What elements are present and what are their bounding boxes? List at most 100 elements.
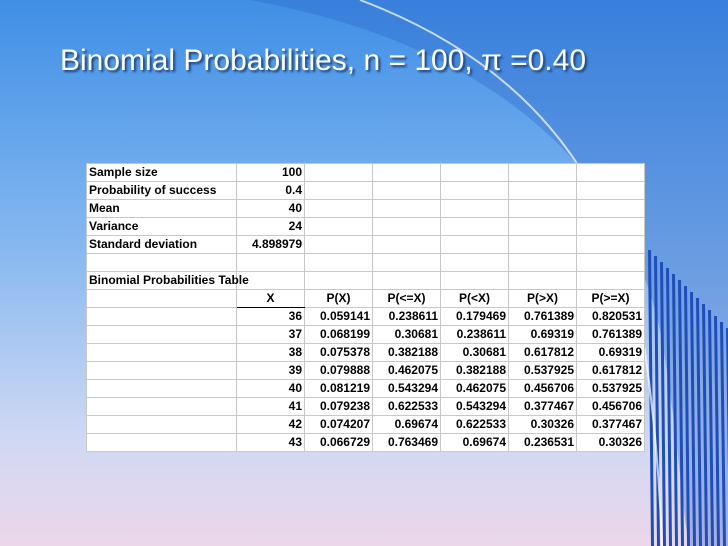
column-header: P(X) [304, 289, 373, 308]
table-row: 36 0.059141 0.238611 0.179469 0.761389 0.8205… [86, 307, 645, 326]
empty-cell [508, 181, 577, 200]
table-cell: 0.622533 [372, 397, 441, 416]
background-stripe [696, 298, 702, 546]
background-stripe [690, 292, 696, 546]
empty-cell [576, 199, 645, 218]
summary-label: Probability of success [86, 181, 237, 200]
summary-value: 4.898979 [236, 235, 305, 254]
empty-cell [304, 217, 373, 236]
empty-cell [372, 181, 441, 200]
table-cell: 37 [236, 325, 305, 344]
empty-cell [86, 397, 237, 416]
table-cell: 0.617812 [508, 343, 577, 362]
summary-value: 24 [236, 217, 305, 236]
empty-cell [508, 163, 577, 182]
background-stripe [660, 262, 666, 546]
summary-value: 100 [236, 163, 305, 182]
empty-cell [86, 415, 237, 434]
empty-cell [440, 163, 509, 182]
table-cell: 0.761389 [576, 325, 645, 344]
empty-cell [576, 235, 645, 254]
empty-cell [372, 199, 441, 218]
table-cell: 0.763469 [372, 433, 441, 452]
table-title: Binomial Probabilities Table [86, 271, 249, 290]
empty-cell [86, 325, 237, 344]
table-cell: 0.068199 [304, 325, 373, 344]
table-cell: 0.761389 [508, 307, 577, 326]
empty-cell [440, 253, 509, 272]
empty-cell [86, 433, 237, 452]
table-row: 43 0.066729 0.763469 0.69674 0.236531 0.30326 [86, 433, 645, 452]
spreadsheet: Sample size 100 Probability of success 0.4 M… [86, 163, 645, 452]
column-header: P(<=X) [372, 289, 441, 308]
table-row: 40 0.081219 0.543294 0.462075 0.456706 0.5379… [86, 379, 645, 398]
background-stripe [666, 268, 672, 546]
empty-cell [86, 253, 237, 272]
table-cell: 0.69674 [440, 433, 509, 452]
summary-row: Mean 40 [86, 199, 645, 218]
table-cell: 0.377467 [508, 397, 577, 416]
empty-cell [440, 271, 509, 290]
empty-cell [86, 379, 237, 398]
table-cell: 0.820531 [576, 307, 645, 326]
table-cell: 0.238611 [440, 325, 509, 344]
empty-cell [372, 217, 441, 236]
empty-cell [372, 163, 441, 182]
summary-row: Standard deviation 4.898979 [86, 235, 645, 254]
summary-row: Sample size 100 [86, 163, 645, 182]
table-cell: 0.081219 [304, 379, 373, 398]
empty-cell [576, 181, 645, 200]
empty-cell [372, 235, 441, 254]
slide-title: Binomial Probabilities, n = 100, π =0.40 [60, 44, 587, 77]
table-cell: 0.238611 [372, 307, 441, 326]
table-cell: 36 [236, 307, 305, 326]
table-cell: 0.236531 [508, 433, 577, 452]
table-cell: 0.456706 [576, 397, 645, 416]
empty-cell [236, 253, 305, 272]
summary-value: 0.4 [236, 181, 305, 200]
empty-cell [576, 271, 645, 290]
table-cell: 42 [236, 415, 305, 434]
binomial-table: Sample size 100 Probability of success 0.4 M… [86, 163, 645, 452]
empty-cell [440, 199, 509, 218]
table-cell: 0.537925 [508, 361, 577, 380]
table-cell: 0.30326 [508, 415, 577, 434]
table-cell: 39 [236, 361, 305, 380]
empty-cell [304, 253, 373, 272]
summary-row: Probability of success 0.4 [86, 181, 645, 200]
summary-label: Standard deviation [86, 235, 237, 254]
empty-cell [86, 343, 237, 362]
table-row: 38 0.075378 0.382188 0.30681 0.617812 0.69319 [86, 343, 645, 362]
empty-cell [304, 163, 373, 182]
summary-label: Sample size [86, 163, 237, 182]
empty-cell [440, 181, 509, 200]
empty-cell [304, 181, 373, 200]
summary-value: 40 [236, 199, 305, 218]
table-cell: 0.69319 [508, 325, 577, 344]
table-cell: 0.382188 [372, 343, 441, 362]
background-stripe [678, 280, 684, 546]
table-cell: 0.059141 [304, 307, 373, 326]
table-cell: 0.456706 [508, 379, 577, 398]
table-cell: 0.066729 [304, 433, 373, 452]
table-cell: 41 [236, 397, 305, 416]
summary-row: Variance 24 [86, 217, 645, 236]
empty-cell [508, 235, 577, 254]
table-cell: 0.462075 [372, 361, 441, 380]
table-cell: 0.179469 [440, 307, 509, 326]
header-row: X P(X) P(<=X) P(<X) P(>X) P(>=X) [86, 289, 645, 308]
table-cell: 0.079888 [304, 361, 373, 380]
table-cell: 0.69319 [576, 343, 645, 362]
empty-cell [304, 271, 373, 290]
background-stripe [672, 274, 678, 546]
empty-cell [86, 289, 237, 308]
table-cell: 0.382188 [440, 361, 509, 380]
table-cell: 38 [236, 343, 305, 362]
empty-cell [440, 235, 509, 254]
table-cell: 0.075378 [304, 343, 373, 362]
empty-cell [576, 217, 645, 236]
blank-row [86, 253, 645, 272]
empty-cell [440, 217, 509, 236]
empty-cell [508, 253, 577, 272]
empty-cell [304, 199, 373, 218]
